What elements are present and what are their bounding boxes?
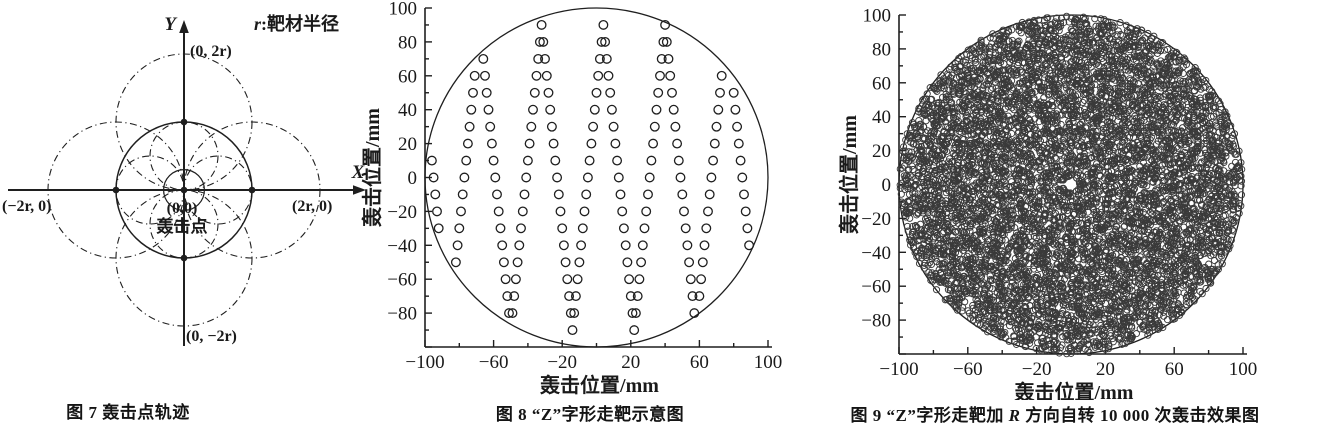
tick-labels: −100 −60 −20 20 60 100 100 80 60 40 20 0 −20 −40 −60 −8… (861, 6, 1257, 381)
x-axis-label: 轰击位置/mm (1014, 380, 1134, 400)
svg-text:−20: −20 (1022, 359, 1052, 380)
svg-text:−80: −80 (387, 304, 417, 325)
svg-text:80: 80 (398, 32, 417, 53)
svg-text:100: 100 (863, 6, 892, 27)
label-minus2r-0: (−2r, 0) (2, 198, 51, 215)
label-2r-0: (2r, 0) (292, 198, 332, 215)
y-axis-label: 轰击位置/mm (360, 108, 384, 228)
svg-text:100: 100 (754, 352, 783, 373)
svg-text:−20: −20 (387, 202, 417, 223)
fig8-bombardment-points (426, 19, 755, 336)
svg-text:60: 60 (690, 352, 709, 373)
svg-text:40: 40 (872, 107, 891, 128)
svg-text:0: 0 (882, 175, 892, 196)
y-axis-label: 轰击位置/mm (837, 115, 861, 235)
figures-canvas: Y Xr:靶材半径 (0, 2r) (0, −2r) (−2r, 0) (2r, 0) (0… (2, 0, 1257, 401)
svg-text:−20: −20 (861, 209, 891, 230)
label-0-minus2r: (0, −2r) (186, 328, 237, 345)
svg-text:60: 60 (398, 66, 417, 87)
figure-7-caption: 图 7 轰击点轨迹 (66, 403, 190, 422)
svg-text:−20: −20 (547, 352, 577, 373)
svg-text:−80: −80 (861, 311, 891, 332)
x-axis-letter: X (351, 162, 366, 183)
svg-text:−60: −60 (479, 352, 509, 373)
svg-text:−100: −100 (405, 352, 444, 373)
svg-text:−100: −100 (879, 359, 918, 380)
y-axis-arrow (179, 20, 189, 33)
svg-text:20: 20 (621, 352, 640, 373)
figure-9-caption-suffix: 方向自转 10 000 次轰击效果图 (1020, 406, 1260, 425)
svg-text:100: 100 (1229, 359, 1258, 380)
tick-marks (424, 7, 769, 348)
svg-text:−60: −60 (861, 277, 891, 298)
svg-text:−60: −60 (953, 359, 983, 380)
svg-text:−60: −60 (387, 270, 417, 291)
svg-text:−40: −40 (861, 243, 891, 264)
fig9-bombardment-cloud (896, 12, 1246, 358)
svg-text:60: 60 (872, 73, 891, 94)
svg-text:−40: −40 (387, 236, 417, 257)
y-axis-letter: Y (164, 14, 178, 35)
x-axis-label: 轰击位置/mm (539, 373, 659, 397)
svg-text:80: 80 (872, 39, 891, 60)
svg-text:100: 100 (389, 0, 418, 20)
svg-text:20: 20 (872, 141, 891, 162)
svg-text:40: 40 (398, 100, 417, 121)
figure-8-plot: −100 −60 −20 20 60 100 100 80 60 40 20 0 −20 −40 −60 −8… (360, 0, 782, 397)
figure-9-caption-prefix: 图 9 “Z”字形走靶加 (850, 406, 1009, 425)
tick-labels: −100 −60 −20 20 60 100 100 80 60 40 20 0 −20 −40 −60 −8… (387, 0, 782, 373)
figure-9-caption: 图 9 “Z”字形走靶加 R 方向自转 10 000 次轰击效果图 (768, 401, 1342, 426)
label-bombardment-point: 轰击点 (156, 216, 208, 236)
label-0-2r: (0, 2r) (190, 43, 232, 60)
axes-lines (424, 8, 772, 348)
figure-8-caption: 图 8 “Z”字形走靶示意图 (495, 405, 685, 424)
label-origin: (0,0) (167, 200, 198, 217)
figure-9-plot: −100 −60 −20 20 60 100 100 80 60 40 20 0 −20 −40 −60 −8… (837, 6, 1257, 401)
svg-text:60: 60 (1165, 359, 1184, 380)
legend-target-radius: r:靶材半径 (254, 13, 339, 34)
svg-text:20: 20 (1096, 359, 1115, 380)
x-axis-arrow (353, 185, 366, 195)
figure-7-diagram: Y Xr:靶材半径 (0, 2r) (0, −2r) (−2r, 0) (2r, 0) (0… (2, 13, 366, 346)
svg-text:20: 20 (398, 134, 417, 155)
target-boundary-circle (424, 7, 769, 348)
svg-text:0: 0 (408, 168, 418, 189)
figure-9-caption-variable: R (1008, 406, 1021, 425)
bombardment-center-dots (112, 118, 256, 262)
